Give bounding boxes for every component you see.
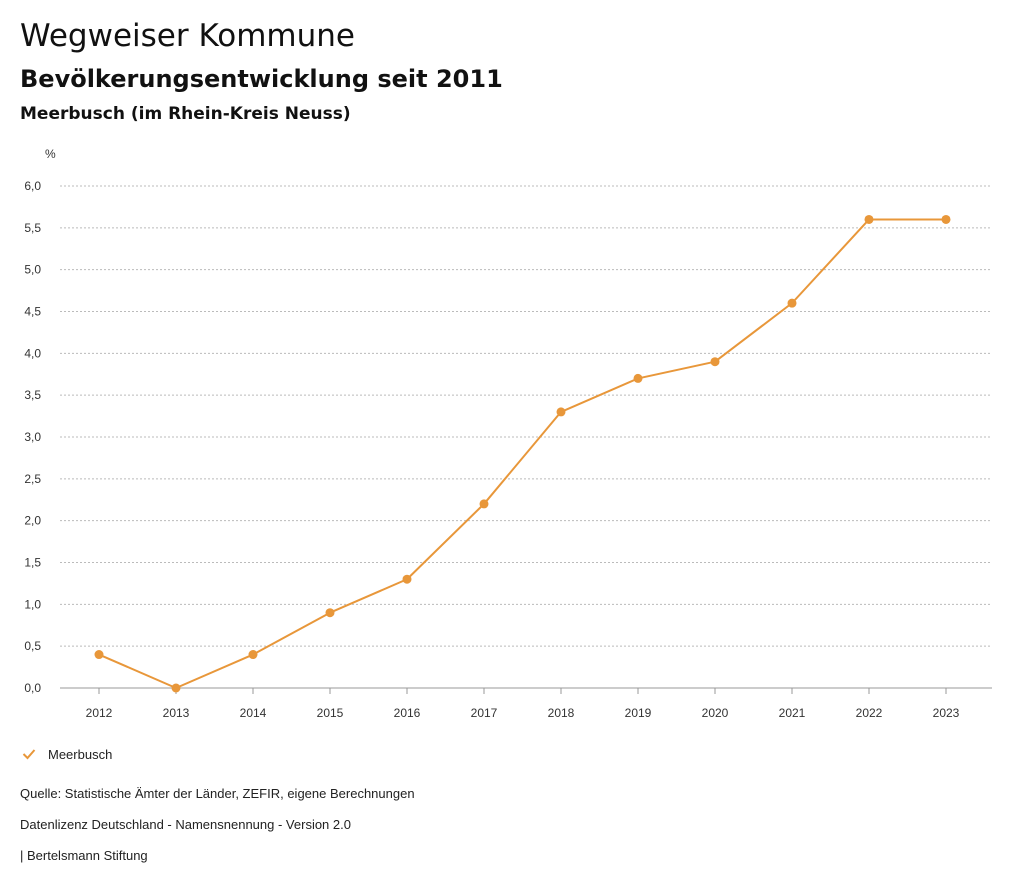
data-point bbox=[864, 214, 874, 224]
x-tick-label: 2012 bbox=[86, 706, 113, 720]
x-axis-ticks: 2012 2013 2014 2015 2016 2017 2018 2019 2020 2021… bbox=[86, 688, 960, 720]
data-point bbox=[787, 298, 797, 308]
series-line bbox=[98, 218, 946, 689]
y-tick-label: 0,5 bbox=[24, 639, 41, 653]
y-tick-label: 3,5 bbox=[24, 388, 41, 402]
y-tick-label: 2,0 bbox=[24, 514, 41, 528]
grid-lines bbox=[60, 185, 992, 689]
data-point bbox=[941, 214, 951, 224]
line-chart: % 0,0 0,5 1,0 1,5 2,0 2,5 3,0 3,5 4,0 4,5 5,0 5,5 6,… bbox=[24, 147, 992, 720]
page-title: Wegweiser Kommune bbox=[20, 18, 355, 54]
data-point bbox=[402, 574, 412, 584]
publisher-note: | Bertelsmann Stiftung bbox=[20, 848, 148, 863]
y-axis-unit: % bbox=[45, 147, 56, 161]
data-point bbox=[556, 407, 566, 417]
y-tick-label: 1,0 bbox=[24, 597, 41, 611]
y-tick-label: 4,0 bbox=[24, 346, 41, 360]
y-tick-label: 5,0 bbox=[24, 263, 41, 277]
chart-subtitle: Bevölkerungsentwicklung seit 2011 bbox=[20, 65, 503, 93]
legend[interactable]: Meerbusch bbox=[22, 744, 112, 764]
x-tick-label: 2022 bbox=[856, 706, 883, 720]
x-tick-label: 2013 bbox=[163, 706, 190, 720]
data-point bbox=[248, 650, 258, 660]
x-tick-label: 2014 bbox=[240, 706, 267, 720]
y-tick-label: 2,5 bbox=[24, 472, 41, 486]
y-tick-label: 5,5 bbox=[24, 221, 41, 235]
y-tick-label: 6,0 bbox=[24, 179, 41, 193]
x-tick-label: 2020 bbox=[702, 706, 729, 720]
legend-label: Meerbusch bbox=[48, 746, 113, 762]
x-tick-label: 2017 bbox=[471, 706, 498, 720]
y-tick-label: 0,0 bbox=[24, 681, 41, 695]
data-point bbox=[710, 357, 720, 367]
data-point bbox=[94, 650, 104, 660]
data-point bbox=[633, 373, 643, 383]
y-tick-label: 3,0 bbox=[24, 430, 41, 444]
license-note: Datenlizenz Deutschland - Namensnennung … bbox=[20, 817, 351, 832]
x-tick-label: 2021 bbox=[779, 706, 806, 720]
y-tick-label: 4,5 bbox=[24, 305, 41, 319]
y-axis-ticks: 0,0 0,5 1,0 1,5 2,0 2,5 3,0 3,5 4,0 4,5 5,0 5,5 6,0 bbox=[24, 179, 41, 695]
checkmark-icon bbox=[22, 749, 36, 760]
x-tick-label: 2015 bbox=[317, 706, 344, 720]
x-tick-label: 2019 bbox=[625, 706, 652, 720]
x-tick-label: 2023 bbox=[933, 706, 960, 720]
data-point bbox=[325, 608, 335, 618]
data-point bbox=[479, 499, 489, 509]
series-meerbusch bbox=[94, 214, 951, 693]
source-note: Quelle: Statistische Ämter der Länder, Z… bbox=[20, 786, 415, 801]
data-point bbox=[171, 683, 181, 693]
x-tick-label: 2018 bbox=[548, 706, 575, 720]
region-label: Meerbusch (im Rhein-Kreis Neuss) bbox=[20, 104, 351, 124]
x-tick-label: 2016 bbox=[394, 706, 421, 720]
y-tick-label: 1,5 bbox=[24, 556, 41, 570]
